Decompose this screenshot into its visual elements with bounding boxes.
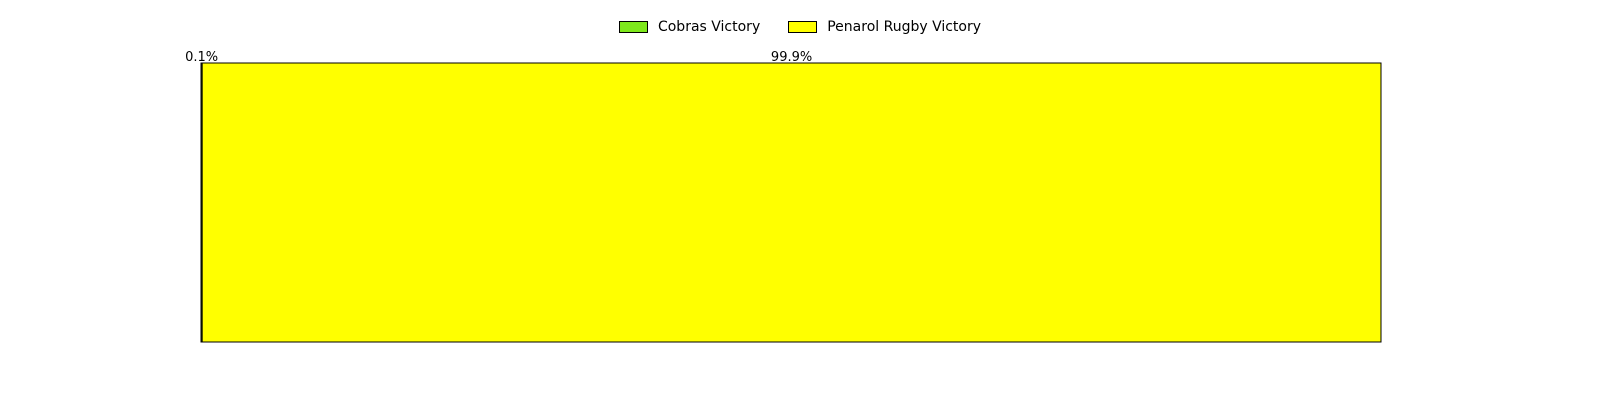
legend-label-penarol: Penarol Rugby Victory: [827, 19, 982, 35]
data-label-group: 0.1% 99.9%: [185, 50, 812, 65]
legend: Cobras Victory Penarol Rugby Victory: [0, 19, 1600, 35]
legend-swatch-cobras: [618, 21, 648, 33]
legend-label-cobras: Cobras Victory: [657, 19, 761, 35]
data-label-0: 0.1%: [185, 50, 218, 65]
legend-item-cobras: Cobras Victory: [618, 19, 761, 35]
bar-segment-1: [201, 62, 1382, 343]
legend-swatch-penarol: [788, 21, 818, 33]
data-label-1: 99.9%: [771, 50, 812, 65]
bar-group: [200, 62, 1382, 343]
legend-item-penarol: Penarol Rugby Victory: [788, 19, 981, 35]
